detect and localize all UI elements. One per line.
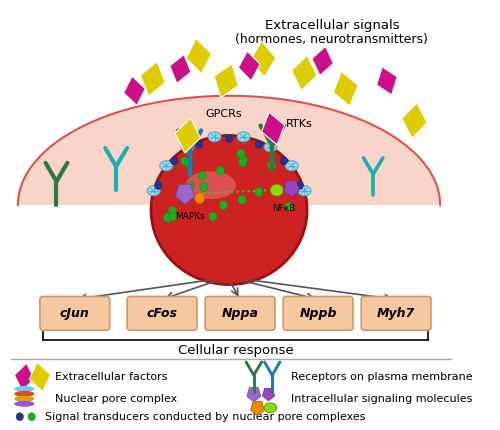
Ellipse shape [264,142,277,152]
Ellipse shape [169,212,177,221]
Ellipse shape [180,157,189,166]
Polygon shape [402,103,427,138]
Text: Extracellular signals: Extracellular signals [264,19,399,32]
Ellipse shape [14,391,34,397]
Text: Nuclear pore complex: Nuclear pore complex [54,394,177,404]
Text: Myh7: Myh7 [377,307,415,320]
Ellipse shape [255,140,262,148]
Ellipse shape [14,386,34,392]
Ellipse shape [160,161,172,171]
Text: (hormones, neurotransmitters): (hormones, neurotransmitters) [236,33,428,46]
Ellipse shape [240,156,248,165]
Polygon shape [262,112,284,145]
Ellipse shape [198,172,206,180]
Polygon shape [18,96,440,205]
Polygon shape [29,362,50,392]
Polygon shape [250,41,276,77]
Ellipse shape [184,159,192,168]
Ellipse shape [226,135,232,142]
Text: GPCRs: GPCRs [205,109,242,119]
Ellipse shape [237,149,245,158]
Ellipse shape [14,401,34,407]
Ellipse shape [154,181,162,190]
Text: Cellular response: Cellular response [178,344,294,357]
Ellipse shape [298,186,311,196]
Ellipse shape [216,166,224,175]
Ellipse shape [220,200,228,209]
FancyBboxPatch shape [127,296,197,330]
FancyBboxPatch shape [40,296,110,330]
Text: Receptors on plasma membrane: Receptors on plasma membrane [290,372,472,382]
Text: NFκB: NFκB [272,204,296,213]
Ellipse shape [280,157,287,165]
Polygon shape [170,55,191,83]
Polygon shape [214,64,238,98]
Polygon shape [140,61,166,96]
Ellipse shape [286,161,298,171]
Text: Signal transducers conducted by nuclear pore complexes: Signal transducers conducted by nuclear … [44,412,365,422]
Ellipse shape [238,158,247,167]
FancyBboxPatch shape [205,296,275,330]
Ellipse shape [181,142,194,152]
Text: MAPKs: MAPKs [174,212,204,221]
Ellipse shape [296,181,304,190]
Text: Extracellular factors: Extracellular factors [54,372,167,382]
Text: cFos: cFos [146,307,178,320]
Ellipse shape [168,206,176,215]
Ellipse shape [151,135,307,285]
Ellipse shape [14,396,34,402]
Text: Intracellular signaling molecules: Intracellular signaling molecules [290,394,472,404]
Polygon shape [376,67,398,95]
Polygon shape [292,55,317,91]
Polygon shape [14,363,34,390]
Ellipse shape [254,187,263,197]
Text: cJun: cJun [60,307,90,320]
Ellipse shape [186,182,194,190]
Polygon shape [312,46,334,76]
Ellipse shape [209,212,217,221]
Ellipse shape [237,132,250,142]
Ellipse shape [284,202,293,211]
Ellipse shape [270,184,283,196]
Ellipse shape [16,413,24,421]
Ellipse shape [200,182,208,191]
Text: Nppb: Nppb [300,307,337,320]
Ellipse shape [147,186,160,196]
Polygon shape [186,38,212,74]
FancyBboxPatch shape [283,296,353,330]
Text: Nppa: Nppa [222,307,258,320]
Ellipse shape [194,193,204,203]
Ellipse shape [28,413,36,421]
Ellipse shape [170,157,178,165]
Ellipse shape [264,403,277,413]
FancyBboxPatch shape [361,296,431,330]
Ellipse shape [208,132,221,142]
Ellipse shape [164,213,172,222]
Polygon shape [175,118,201,153]
Ellipse shape [238,195,246,204]
Text: RTKs: RTKs [286,119,312,129]
Ellipse shape [268,161,276,170]
Polygon shape [333,71,358,106]
Ellipse shape [186,171,236,199]
Ellipse shape [196,140,203,148]
Polygon shape [124,76,146,105]
Polygon shape [238,51,260,81]
